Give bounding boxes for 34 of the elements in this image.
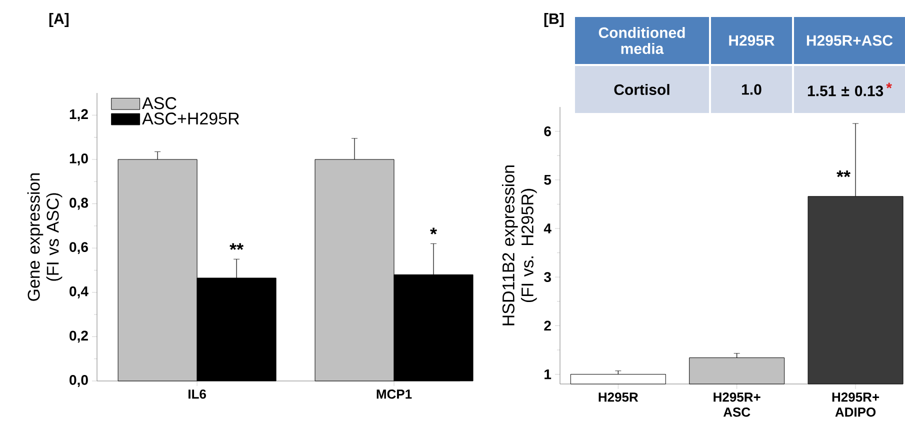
chart-title: [A] bbox=[49, 13, 69, 27]
text: * bbox=[886, 82, 892, 88]
text: H295R bbox=[729, 35, 775, 46]
text: 1.51 ± 0.13 bbox=[808, 86, 884, 96]
chart-title: [B] bbox=[544, 13, 564, 27]
x-tick-label: H295R+ ADIPO bbox=[832, 392, 880, 417]
y-tick-label: 3 bbox=[544, 272, 551, 282]
y-tick-label: 0,6 bbox=[70, 242, 88, 254]
y-axis-title: Gene expression (FI vs ASC) bbox=[27, 173, 62, 301]
y-tick-label: 0,0 bbox=[70, 375, 88, 387]
y-tick-label: 1,0 bbox=[70, 153, 88, 166]
y-tick-label: 0,2 bbox=[70, 330, 88, 343]
y-tick-label: 1 bbox=[544, 369, 552, 380]
text: Conditioned media bbox=[598, 26, 685, 54]
x-tick-label: MCP1 bbox=[376, 390, 412, 399]
y-tick-label: 2 bbox=[544, 320, 551, 331]
y-tick-label: 0,4 bbox=[70, 286, 88, 298]
y-axis-title: HSD11B2 expression (FI vs. H295R) bbox=[502, 166, 537, 326]
y-tick-label: 6 bbox=[544, 126, 551, 136]
annotation: * bbox=[430, 228, 438, 234]
x-tick-label: H295R+ ASC bbox=[714, 392, 760, 417]
annotation: ** bbox=[230, 243, 244, 250]
y-tick-label: 0,8 bbox=[70, 198, 88, 210]
x-tick-label: H295R bbox=[598, 392, 638, 402]
annotation: ** bbox=[836, 170, 851, 178]
y-tick-label: 4 bbox=[544, 224, 552, 234]
y-tick-label: 5 bbox=[544, 175, 552, 185]
text: H295R+ASC bbox=[806, 35, 893, 46]
legend-label: ASC+H295R bbox=[142, 112, 240, 125]
text: Cortisol bbox=[614, 84, 670, 95]
legend-label: ASC bbox=[142, 97, 176, 110]
text: 1.0 bbox=[742, 84, 762, 95]
y-tick-label: 1,2 bbox=[70, 109, 88, 122]
x-tick-label: IL6 bbox=[188, 390, 206, 399]
